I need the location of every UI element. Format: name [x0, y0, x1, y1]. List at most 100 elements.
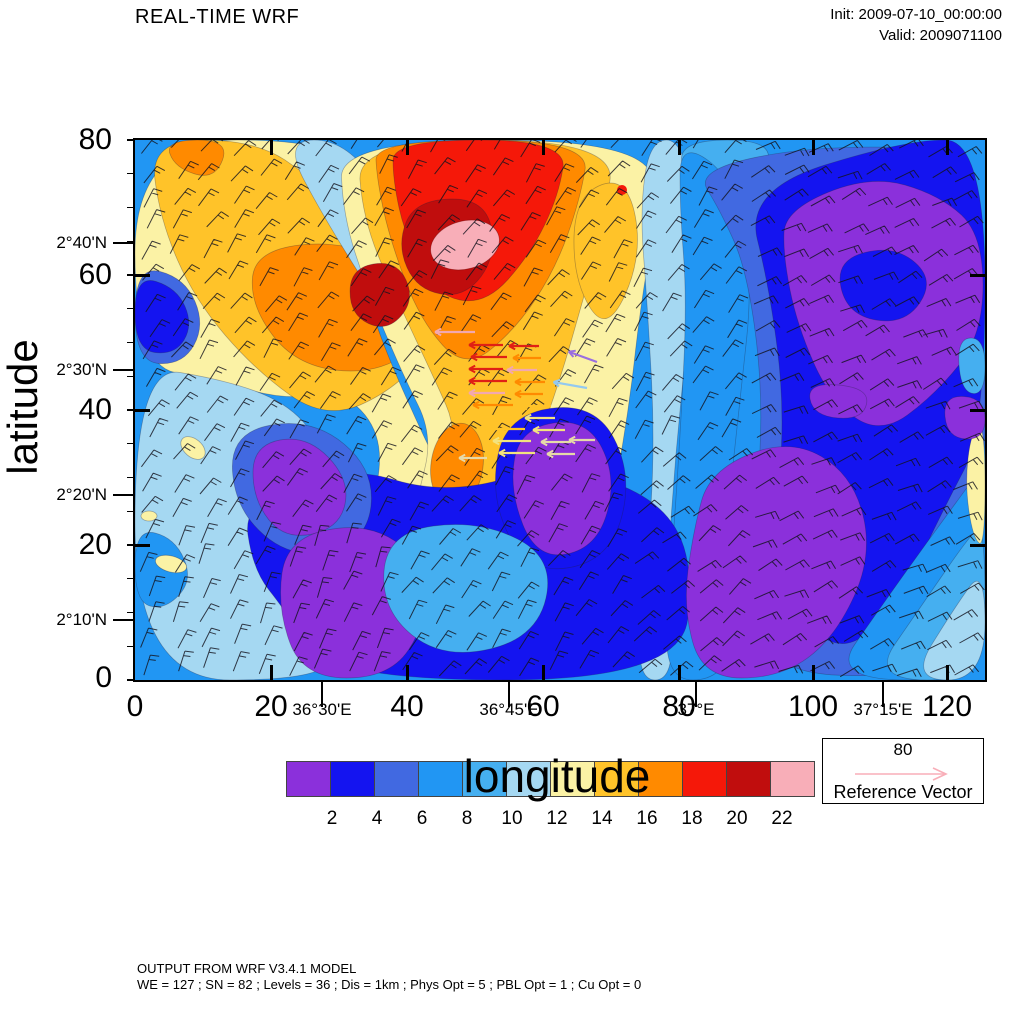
map-frame — [133, 138, 987, 682]
y-axis-grid-label: 40 — [78, 393, 112, 426]
y-axis-minor-tick — [127, 679, 135, 681]
reference-vector-label: Reference Vector — [833, 782, 973, 802]
y-axis-minor-tick — [127, 173, 135, 175]
left-inward-tick — [135, 273, 150, 277]
colorbar-tick-label: 14 — [591, 808, 613, 829]
x-axis-geo-tick — [508, 681, 510, 707]
bottom-inward-tick — [945, 665, 949, 680]
colorbar-tick-label: 2 — [326, 808, 338, 829]
y-axis-minor-tick — [127, 274, 135, 276]
y-axis-geo-label: 2°30'N — [56, 360, 107, 379]
colorbar-tick-label: 6 — [416, 808, 428, 829]
colorbar-tick-label: 20 — [726, 808, 748, 829]
y-axis-minor-tick — [127, 409, 135, 411]
x-axis-title: longitude — [463, 750, 651, 802]
right-inward-tick — [970, 408, 985, 412]
y-axis-grid-label: 20 — [78, 528, 112, 561]
y-axis-minor-tick — [127, 476, 135, 479]
x-axis-geo-label: 36°30'E — [292, 700, 352, 719]
reference-vector-box: 80 Reference Vector — [822, 738, 984, 804]
top-inward-tick — [945, 140, 949, 155]
x-axis-grid-label: 20 — [254, 690, 288, 723]
left-inward-tick — [135, 543, 150, 547]
colorbar-tick-label: 4 — [371, 808, 383, 829]
x-axis-geo-tick — [882, 681, 884, 707]
bottom-inward-tick — [541, 665, 545, 680]
x-axis-grid-label: 80 — [662, 690, 696, 723]
y-axis-minor-tick — [127, 443, 135, 445]
top-inward-tick — [811, 140, 815, 155]
init-time-label: Init: 2009-07-10_00:00:00 — [830, 6, 1002, 23]
plot-title: REAL-TIME WRF — [135, 6, 300, 28]
colorbar-tick-label: 12 — [546, 808, 568, 829]
top-inward-tick — [269, 140, 273, 155]
footer-config-line: WE = 127 ; SN = 82 ; Levels = 36 ; Dis =… — [137, 977, 642, 992]
y-axis-minor-tick — [127, 375, 135, 377]
y-axis-minor-tick — [127, 308, 135, 310]
x-axis-geo-label: 37°E — [677, 700, 715, 719]
top-inward-tick — [677, 140, 681, 155]
y-axis-geo-tick — [113, 619, 135, 621]
y-axis-grid-label: 60 — [78, 258, 112, 291]
x-axis-grid-label: 60 — [526, 690, 560, 723]
x-axis-grid-label: 40 — [390, 690, 424, 723]
colored-vector-cluster — [434, 327, 598, 463]
y-axis-grid-label: 80 — [78, 123, 112, 156]
bottom-inward-tick — [269, 665, 273, 680]
colorbar-cell — [374, 761, 419, 797]
colorbar-cell — [638, 761, 683, 797]
colorbar-tick-label: 16 — [636, 808, 658, 829]
x-axis-geo-tick — [695, 681, 697, 707]
y-axis-geo-label: 2°40'N — [56, 233, 107, 252]
y-axis-geo-tick — [113, 494, 135, 496]
colorbar-tick-label: 10 — [501, 808, 523, 829]
y-axis-geo-tick — [113, 242, 135, 244]
x-axis-grid-label: 120 — [921, 690, 973, 723]
y-axis-geo-label: 2°10'N — [56, 610, 107, 629]
y-axis-geo-label: 2°20'N — [56, 485, 107, 504]
colorbar-cell — [506, 761, 551, 797]
y-axis-grid-label: 0 — [95, 661, 112, 694]
left-inward-tick — [135, 408, 150, 412]
x-axis-geo-tick — [321, 681, 323, 707]
y-axis-geo-tick — [113, 369, 135, 371]
y-axis-minor-tick — [127, 611, 135, 614]
colorbar-cell — [418, 761, 463, 797]
top-inward-tick — [405, 140, 409, 155]
right-inward-tick — [970, 273, 985, 277]
y-axis-minor-tick — [127, 139, 135, 141]
colorbar-cell — [462, 761, 507, 797]
bottom-inward-tick — [677, 665, 681, 680]
footer-model-line: OUTPUT FROM WRF V3.4.1 MODEL — [137, 961, 357, 976]
colorbar — [286, 761, 815, 797]
x-axis-geo-label: 37°15'E — [853, 700, 913, 719]
colorbar-cell — [330, 761, 375, 797]
bottom-inward-tick — [405, 665, 409, 680]
colorbar-cell — [286, 761, 331, 797]
y-axis-minor-tick — [127, 544, 135, 546]
x-axis-grid-label: 0 — [126, 690, 144, 723]
reference-vector-value: 80 — [893, 740, 913, 759]
x-axis-geo-label: 36°45'E — [479, 700, 539, 719]
y-axis-minor-tick — [127, 578, 135, 580]
colorbar-cell — [770, 761, 815, 797]
wind-speed-map — [135, 140, 985, 680]
wind-barbs-layer — [139, 140, 985, 678]
y-axis-minor-tick — [127, 240, 135, 242]
reference-vector-arrow-icon — [855, 767, 948, 781]
colorbar-cell — [682, 761, 727, 797]
colorbar-cell — [550, 761, 595, 797]
right-inward-tick — [970, 543, 985, 547]
y-axis-minor-tick — [127, 341, 135, 344]
bottom-inward-tick — [811, 665, 815, 680]
colorbar-tick-label: 18 — [681, 808, 703, 829]
colorbar-tick-label: 22 — [771, 808, 793, 829]
colorbar-cell — [726, 761, 771, 797]
colorbar-tick-label: 8 — [461, 808, 473, 829]
y-axis-minor-tick — [127, 206, 135, 209]
x-axis-grid-label: 100 — [787, 690, 839, 723]
valid-time-label: Valid: 2009071100 — [879, 27, 1002, 44]
y-axis-minor-tick — [127, 645, 135, 647]
y-axis-minor-tick — [127, 510, 135, 512]
